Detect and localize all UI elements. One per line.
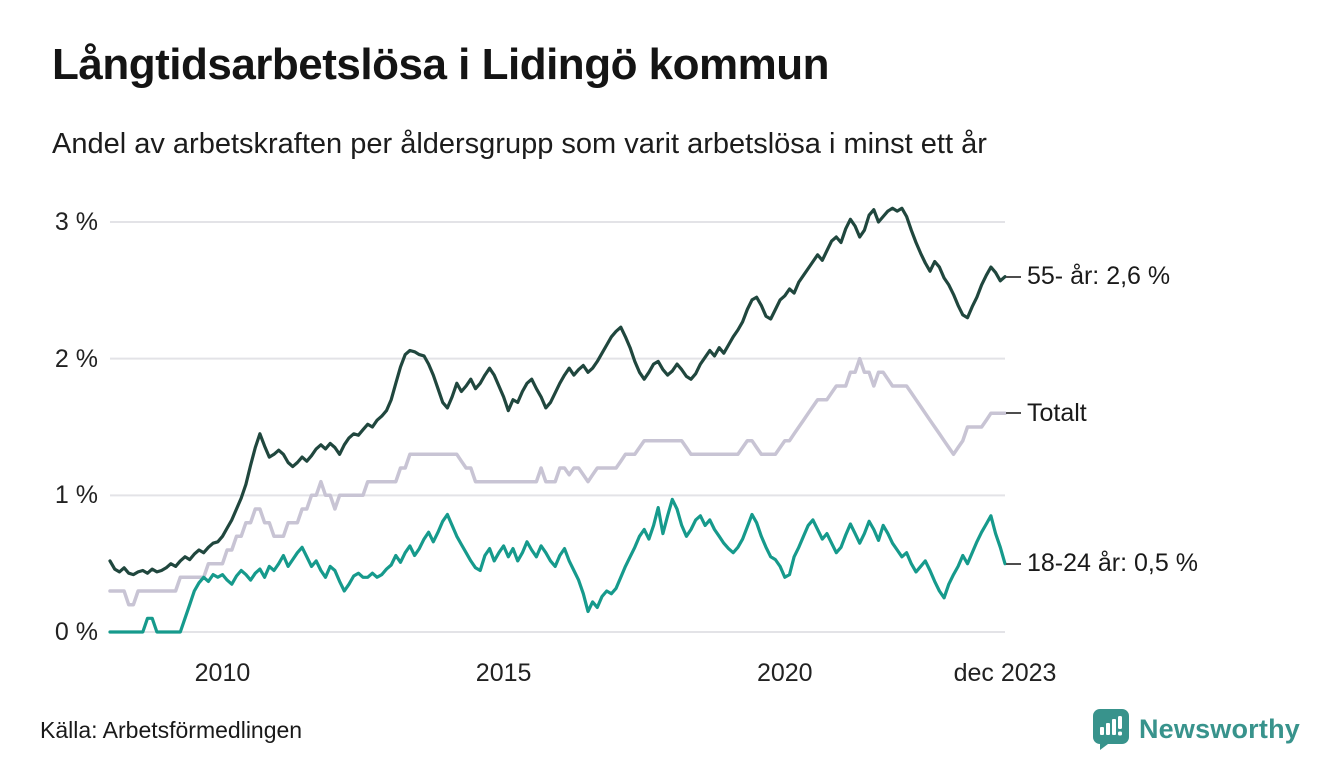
page-title: Långtidsarbetslösa i Lidingö kommun — [52, 40, 830, 89]
series-line-totalt — [108, 356, 1007, 607]
source-note: Källa: Arbetsförmedlingen — [40, 717, 303, 743]
series-end-label-18-24-ar: 18-24 år: 0,5 % — [1006, 549, 1198, 579]
label-tick-dash — [1006, 412, 1021, 415]
series-line-18-24-ar — [108, 497, 1007, 634]
brand-name: Newsworthy — [1138, 713, 1300, 744]
y-tick-label-3: 3 % — [54, 207, 98, 236]
page-subtitle: Andel av arbetskraften per åldersgrupp s… — [52, 128, 987, 160]
series-end-label-text: Totalt — [1027, 398, 1087, 427]
x-tick-label-2015: 2015 — [475, 659, 532, 687]
series-end-label-text: 55- år: 2,6 % — [1027, 262, 1171, 291]
series-end-label-text: 18-24 år: 0,5 % — [1027, 549, 1198, 578]
y-tick-label-0: 0 % — [54, 618, 98, 646]
newsworthy-logo: Newsworthy — [1092, 708, 1300, 750]
series-line-55-ar — [108, 206, 1007, 577]
x-tick-label-dec-2023: dec 2023 — [953, 659, 1057, 687]
y-tick-label-2: 2 % — [54, 344, 98, 373]
x-tick-label-2020: 2020 — [756, 659, 813, 687]
label-tick-dash — [1006, 562, 1021, 565]
bar-chart-speech-bubble-icon — [1092, 709, 1129, 750]
series-end-label-55-ar: 55- år: 2,6 % — [1006, 262, 1170, 292]
label-tick-dash — [1006, 275, 1021, 278]
series-end-label-totalt: Totalt — [1006, 398, 1087, 428]
x-tick-label-2010: 2010 — [194, 659, 251, 687]
y-tick-label-1: 1 % — [54, 481, 98, 510]
